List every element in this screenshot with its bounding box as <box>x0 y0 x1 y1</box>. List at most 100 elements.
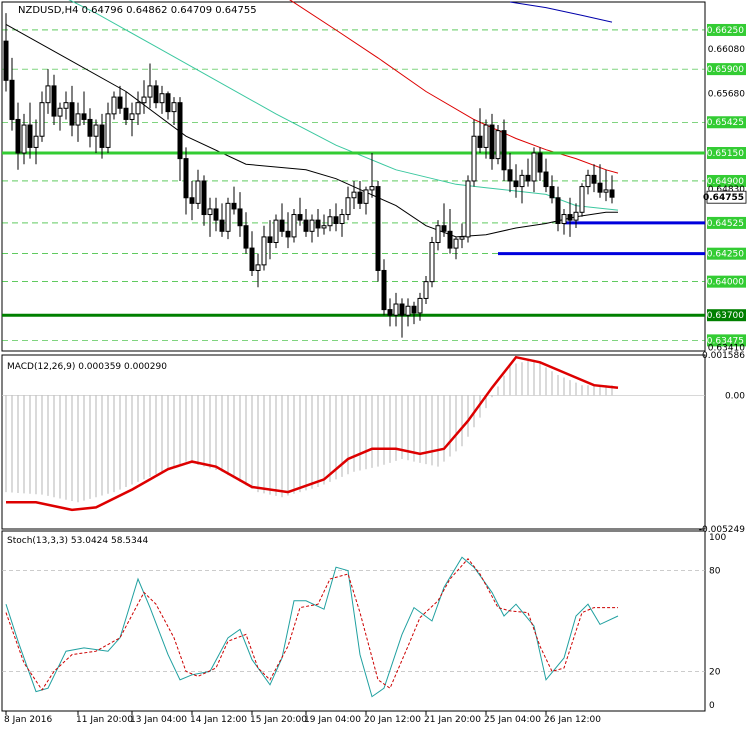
bullish-candle <box>483 124 489 148</box>
bearish-candle <box>315 219 321 229</box>
time-axis-label: 11 Jan 20:00 <box>76 715 133 725</box>
macd-panel: 0.001586 0.00 -0.005249 <box>1 351 745 535</box>
time-axis-label: 8 Jan 2016 <box>4 715 52 725</box>
bearish-candle <box>297 214 303 221</box>
bullish-candle <box>255 264 261 271</box>
price-level-label: 0.66250 <box>707 26 744 36</box>
price-level-badge <box>707 147 746 160</box>
bullish-candle <box>351 191 357 199</box>
bearish-candle <box>69 102 75 126</box>
price-level-badge <box>707 334 746 347</box>
bullish-candle <box>579 186 585 213</box>
bullish-candle <box>261 236 267 266</box>
bearish-candle <box>303 219 309 232</box>
bullish-candle <box>465 180 471 238</box>
price-tick-label: 0.63410 <box>708 344 745 354</box>
price-level-badge <box>707 247 746 260</box>
bearish-candle <box>3 40 9 81</box>
bearish-candle <box>189 197 195 204</box>
bearish-candle <box>537 152 543 173</box>
bullish-candle <box>309 219 315 232</box>
bullish-candle <box>195 180 201 204</box>
bearish-candle <box>285 230 291 238</box>
price-level-label: 0.65150 <box>707 149 744 159</box>
bullish-candle <box>171 102 177 113</box>
macd-tick-label: -0.005249 <box>699 525 745 535</box>
bullish-candle <box>135 102 141 115</box>
bullish-candle <box>369 186 375 191</box>
price-level-badge <box>707 216 746 229</box>
bullish-candle <box>129 113 135 120</box>
bearish-candle <box>87 118 93 137</box>
macd-panel-header: MACD(12,26,9) 0.000359 0.000290 <box>7 362 167 372</box>
bearish-candle <box>267 236 273 243</box>
bearish-candle <box>477 135 483 148</box>
bearish-candle <box>279 219 285 232</box>
bullish-candle <box>603 189 609 193</box>
bullish-candle <box>453 238 459 249</box>
stoch-tick-label: 100 <box>709 533 726 543</box>
time-axis-label: 21 Jan 20:00 <box>424 715 481 725</box>
bearish-candle <box>501 130 507 171</box>
bearish-candle <box>15 118 21 154</box>
price-level-label: 0.65425 <box>707 118 744 128</box>
bearish-candle <box>9 79 15 120</box>
bullish-candle <box>291 214 297 238</box>
macd-tick-label: 0.001586 <box>702 351 745 361</box>
bullish-candle <box>141 96 147 104</box>
time-axis-label: 13 Jan 04:00 <box>130 715 187 725</box>
bullish-candle <box>495 130 501 160</box>
bullish-candle <box>417 297 423 314</box>
macd-signal-line <box>6 355 619 512</box>
price-level-badge <box>707 309 746 322</box>
bearish-candle <box>387 309 393 316</box>
bullish-candle <box>573 211 579 221</box>
bullish-candle <box>75 113 81 126</box>
price-level-label: 0.64755 <box>703 193 744 203</box>
bullish-candle <box>45 85 51 104</box>
price-level-label: 0.64525 <box>707 219 744 229</box>
bearish-candle <box>489 124 495 160</box>
bearish-candle <box>381 269 387 311</box>
bearish-candle <box>357 191 363 204</box>
price-level-label: 0.64000 <box>707 278 744 288</box>
bearish-candle <box>525 174 531 182</box>
bearish-candle <box>447 230 453 249</box>
bullish-candle <box>471 135 477 182</box>
price-level-badge <box>707 63 746 76</box>
stochastic-panel-header: Stoch(13,3,3) 53.0424 58.5344 <box>7 536 148 546</box>
bearish-candle <box>81 113 87 120</box>
bullish-candle <box>405 305 411 316</box>
bullish-candle <box>39 102 45 137</box>
bullish-candle <box>345 197 351 216</box>
bearish-candle <box>117 96 123 109</box>
stochastic-panel: 100 80 20 0 <box>1 530 726 712</box>
bullish-candle <box>585 174 591 188</box>
moving-average-line <box>289 0 619 174</box>
bearish-candle <box>123 107 129 120</box>
bearish-candle <box>153 85 159 104</box>
price-level-badge <box>707 174 746 187</box>
bullish-candle <box>459 236 465 240</box>
bullish-candle <box>33 135 39 148</box>
bearish-candle <box>375 186 381 271</box>
bullish-candle <box>423 281 429 299</box>
bearish-candle <box>183 158 189 199</box>
bearish-candle <box>237 208 243 227</box>
bullish-candle <box>93 124 99 137</box>
bullish-candle <box>339 214 345 224</box>
bullish-candle <box>429 241 435 283</box>
bearish-candle <box>567 214 573 221</box>
bearish-candle <box>243 225 249 249</box>
time-axis-label: 20 Jan 12:00 <box>364 715 421 725</box>
bearish-candle <box>333 216 339 224</box>
bearish-candle <box>51 85 57 117</box>
macd-tick-label: 0.00 <box>725 391 745 401</box>
stoch-tick-label: 20 <box>709 667 721 677</box>
stoch-signal-line <box>5 558 618 691</box>
price-tick-label: 0.64830 <box>708 185 745 195</box>
price-level-label: 0.63700 <box>707 311 744 321</box>
price-level-badge <box>707 23 746 36</box>
